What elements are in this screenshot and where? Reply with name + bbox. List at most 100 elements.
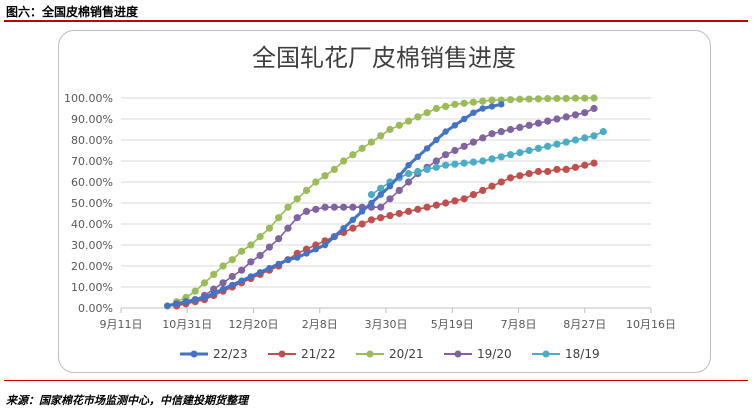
data-point: [200, 279, 209, 287]
data-point: [460, 115, 468, 123]
data-point: [544, 95, 552, 103]
data-point: [590, 104, 598, 113]
data-point: [525, 146, 533, 155]
data-point: [470, 109, 477, 116]
y-tick-label: 70.00%: [71, 155, 113, 168]
data-point: [525, 95, 533, 103]
data-point: [312, 246, 319, 253]
axes: 0.00% 10.00% 20.00% 30.00% 40.00% 50.00% 60.00…: [64, 92, 676, 331]
data-point: [599, 128, 607, 136]
data-point: [340, 225, 347, 232]
data-point: [544, 117, 552, 125]
legend-label: 20/21: [389, 347, 424, 361]
data-point: [544, 142, 552, 150]
data-point: [182, 298, 190, 305]
data-point: [228, 272, 236, 281]
data-point: [488, 96, 496, 104]
legend: 22/23 21/22 20/21 19/20 18/19: [180, 347, 600, 361]
data-point: [349, 151, 357, 159]
data-point: [479, 157, 487, 165]
data-point: [284, 224, 292, 232]
series-20-21: [163, 94, 598, 310]
data-point: [534, 167, 542, 176]
data-point: [590, 94, 598, 102]
data-point: [516, 172, 524, 180]
y-tick-label: 60.00%: [71, 176, 113, 189]
source-note: 来源：国家棉花市场监测中心，中信建投期货整理: [6, 394, 248, 407]
data-point: [442, 199, 450, 207]
legend-item: 20/21: [356, 347, 424, 361]
data-point: [303, 250, 310, 257]
data-point: [238, 277, 245, 284]
data-point: [192, 296, 199, 303]
data-point: [302, 186, 311, 194]
chart-frame: [58, 30, 711, 373]
data-point: [210, 270, 218, 278]
data-point: [516, 123, 524, 131]
data-point: [201, 294, 208, 301]
data-point: [506, 151, 515, 159]
data-point: [498, 101, 505, 108]
data-point: [562, 113, 570, 121]
data-point: [275, 260, 282, 268]
data-point: [414, 153, 421, 160]
x-tick-label: 8月27日: [563, 318, 606, 331]
data-point: [414, 113, 422, 121]
x-tick-label: 10月16日: [626, 318, 676, 331]
legend-item: 21/22: [268, 347, 336, 361]
data-point: [191, 287, 199, 295]
legend-marker: [454, 350, 462, 358]
data-point: [442, 128, 449, 135]
header-rule: [4, 20, 748, 22]
data-point: [404, 170, 413, 178]
legend-item: 19/20: [444, 347, 512, 361]
data-point: [265, 224, 273, 232]
legend-item: 22/23: [180, 347, 248, 361]
data-point: [358, 220, 366, 228]
data-point: [562, 165, 570, 173]
x-tick-label: 9月11日: [100, 318, 143, 331]
data-point: [377, 191, 384, 198]
data-point: [451, 100, 459, 108]
data-point: [265, 243, 273, 251]
legend-label: 21/22: [301, 347, 336, 361]
data-point: [479, 134, 487, 142]
x-tick-label: 12月20日: [229, 318, 279, 331]
data-point: [349, 216, 357, 223]
data-point: [404, 117, 413, 125]
data-point: [256, 251, 264, 260]
data-point: [553, 94, 561, 103]
data-point: [275, 235, 283, 243]
y-tick-label: 0.00%: [78, 302, 113, 315]
data-point: [479, 105, 486, 112]
legend-label: 18/19: [565, 347, 600, 361]
data-point: [506, 174, 515, 182]
data-point: [237, 247, 246, 255]
data-point: [256, 233, 264, 241]
series-22-23: [164, 101, 505, 310]
plot-area: [163, 94, 607, 310]
legend-label: 19/20: [477, 347, 512, 361]
data-point: [553, 115, 561, 123]
data-point: [294, 254, 301, 261]
data-point: [293, 214, 301, 222]
data-point: [525, 170, 533, 178]
data-point: [488, 155, 496, 163]
data-point: [581, 134, 589, 142]
data-point: [377, 203, 385, 211]
data-point: [534, 95, 542, 103]
y-tick-label: 80.00%: [71, 134, 113, 147]
data-point: [571, 136, 580, 144]
data-point: [404, 178, 413, 186]
data-point: [479, 186, 487, 194]
data-point: [432, 104, 440, 113]
data-point: [367, 138, 376, 146]
data-point: [396, 172, 403, 179]
data-point: [590, 132, 598, 140]
data-point: [497, 178, 505, 186]
legend-marker: [190, 350, 198, 358]
y-gridlines: [121, 97, 651, 288]
x-tick-label: 3月30日: [365, 318, 408, 331]
data-point: [451, 160, 459, 168]
data-point: [330, 165, 338, 173]
